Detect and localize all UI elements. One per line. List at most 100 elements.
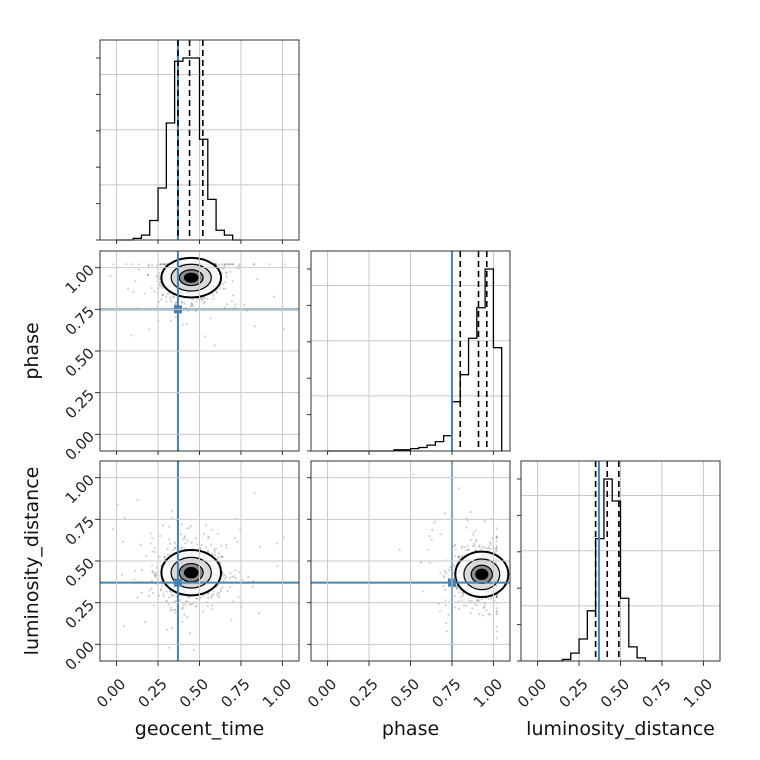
sample-point (123, 516, 126, 520)
sample-point (192, 298, 195, 301)
y-tick-label: 0.25 (62, 386, 98, 422)
sample-point (188, 603, 191, 606)
sample-point (473, 603, 477, 606)
sample-point (472, 531, 475, 534)
sample-point (206, 297, 209, 300)
sample-point (477, 599, 480, 602)
sample-point (495, 595, 498, 598)
sample-point (180, 301, 183, 304)
sample-point (210, 608, 213, 611)
sample-point (161, 584, 164, 588)
sample-point (222, 579, 225, 582)
sample-point (220, 556, 224, 559)
sample-point (457, 556, 460, 559)
x-tick-label: 0.00 (93, 675, 129, 711)
sample-point (216, 594, 219, 597)
sample-point (184, 603, 187, 606)
sample-point (226, 303, 229, 306)
sample-point (211, 528, 214, 531)
sample-point (480, 598, 484, 601)
x-axis-label-phase: phase (382, 718, 439, 740)
sample-point (467, 548, 470, 551)
sample-point (206, 604, 209, 608)
sample-point (427, 548, 430, 551)
sample-point (151, 550, 154, 553)
sample-point (209, 543, 213, 546)
sample-point (196, 543, 199, 546)
sample-point (223, 263, 226, 266)
sample-point (96, 603, 98, 605)
sample-point (453, 545, 456, 548)
sample-point (212, 589, 215, 593)
hist-panel-luminosity_distance (517, 461, 720, 662)
sample-point (253, 263, 256, 266)
sample-point (231, 279, 234, 282)
sample-point (495, 612, 498, 616)
sample-point (183, 536, 186, 539)
sample-point (455, 587, 458, 590)
sample-point (207, 535, 210, 539)
sample-point (252, 579, 255, 582)
sample-point (174, 316, 177, 319)
histogram-step (327, 268, 503, 452)
x-tick-label: 0.75 (638, 675, 674, 711)
sample-point (481, 545, 484, 548)
sample-point (174, 303, 177, 306)
sample-point (181, 523, 184, 526)
x-tick-label: 0.00 (514, 675, 550, 711)
sample-point (476, 604, 479, 607)
sample-point (229, 263, 232, 266)
sample-point (253, 492, 256, 495)
sample-point (220, 588, 223, 591)
sample-point (224, 287, 227, 290)
sample-point (211, 604, 214, 607)
sample-point (454, 595, 457, 598)
sample-point (159, 263, 162, 266)
sample-point (213, 548, 216, 551)
sample-point (234, 577, 237, 580)
sample-point (148, 328, 151, 331)
sample-point (275, 542, 278, 545)
sample-point (483, 520, 486, 523)
scatter-panel-phase-luminosity_distance (311, 461, 510, 661)
y-axis-label-phase: phase (21, 322, 43, 379)
sample-point (225, 275, 228, 278)
sample-point (422, 590, 425, 593)
sample-point (164, 263, 168, 266)
sample-point (165, 599, 168, 602)
sample-point (147, 264, 150, 267)
sample-point (473, 544, 476, 547)
sample-point (212, 593, 215, 596)
sample-point (194, 309, 198, 313)
sample-point (220, 544, 223, 547)
sample-point (476, 599, 479, 602)
sample-point (200, 300, 203, 303)
sample-point (233, 306, 236, 309)
sample-point (171, 595, 174, 598)
sample-point (209, 317, 212, 320)
sample-point (173, 594, 176, 597)
sample-point (454, 554, 457, 557)
sample-point (223, 574, 227, 577)
sample-point (483, 603, 487, 606)
sample-point (183, 302, 186, 305)
sample-point (187, 596, 190, 599)
sample-point (187, 309, 190, 313)
sample-point (438, 610, 442, 613)
sample-point (183, 613, 186, 616)
sample-point (229, 572, 232, 575)
x-tick-label: 1.00 (259, 675, 295, 711)
sample-point (457, 600, 460, 603)
sample-point (253, 325, 256, 328)
sample-point (169, 606, 172, 610)
sample-point (461, 545, 464, 548)
sample-point (471, 607, 474, 610)
x-tick-label: 0.50 (387, 675, 423, 711)
sample-point (184, 599, 188, 603)
sample-point (475, 538, 478, 542)
sample-point (165, 300, 168, 303)
sample-point (213, 550, 216, 554)
sample-point (159, 534, 162, 538)
sample-point (237, 595, 240, 598)
